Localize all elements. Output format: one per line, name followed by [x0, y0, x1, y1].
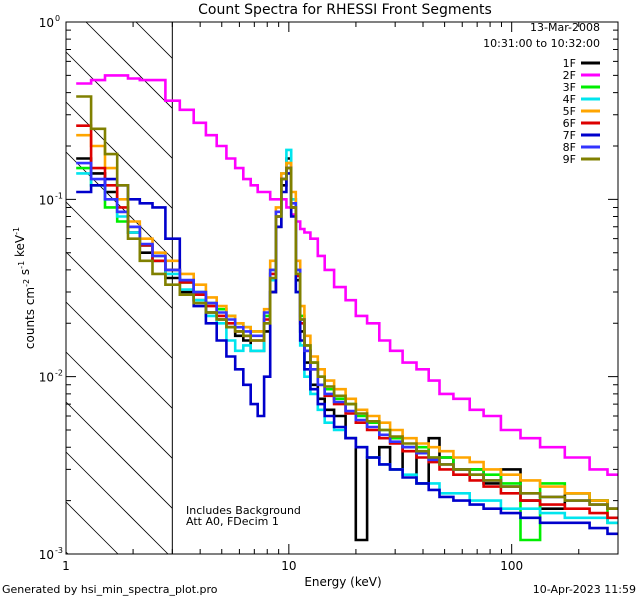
series-line-9F	[76, 95, 618, 510]
y-tick-label: 10	[39, 16, 54, 30]
series-line-1F	[76, 157, 618, 542]
chart-title: Count Spectra for RHESSI Front Segments	[198, 2, 492, 18]
y-tick-label: 10	[39, 193, 54, 207]
legend-label-2F: 2F	[563, 69, 576, 82]
series-line-5F	[76, 133, 618, 510]
y-tick-exponent: -3	[55, 546, 63, 555]
y-tick-exponent: -1	[55, 191, 63, 200]
footer-generated: Generated by hsi_min_spectra_plot.pro	[2, 583, 218, 596]
series-line-3F	[76, 161, 618, 542]
legend-label-7F: 7F	[563, 129, 576, 142]
y-tick-label: 10	[39, 371, 54, 385]
legend-label-3F: 3F	[563, 81, 576, 94]
axis-ticks	[65, 21, 619, 555]
legend-label-1F: 1F	[563, 57, 576, 70]
annotation-background: Includes Background	[186, 504, 301, 517]
hatched-background-region	[65, 21, 173, 555]
series-line-4F	[76, 148, 618, 525]
y-tick-label: 10	[39, 548, 54, 562]
legend-label-6F: 6F	[563, 117, 576, 130]
legend-label-5F: 5F	[563, 105, 576, 118]
legend-label-8F: 8F	[563, 141, 576, 154]
series-line-8F	[76, 161, 618, 510]
x-tick-label: 100	[500, 559, 523, 573]
annotation-attenuator: Att A0, FDecim 1	[186, 515, 279, 528]
legend-label-4F: 4F	[563, 93, 576, 106]
series-line-6F	[76, 124, 618, 520]
series-line-2F	[76, 74, 618, 476]
info-date: 13-Mar-2008	[530, 21, 600, 34]
footer-timestamp: 10-Apr-2023 11:59	[532, 583, 636, 596]
y-tick-exponent: -2	[55, 369, 63, 378]
y-tick-exponent: 0	[55, 14, 60, 23]
plot-frame	[65, 21, 619, 555]
x-axis-label: Energy (keV)	[304, 575, 381, 589]
y-axis-label: counts cm-2 s-1 keV-1	[12, 227, 37, 349]
x-tick-label: 1	[62, 559, 70, 573]
x-tick-label: 10	[281, 559, 296, 573]
info-time-range: 10:31:00 to 10:32:00	[483, 37, 600, 50]
legend-label-9F: 9F	[563, 153, 576, 166]
